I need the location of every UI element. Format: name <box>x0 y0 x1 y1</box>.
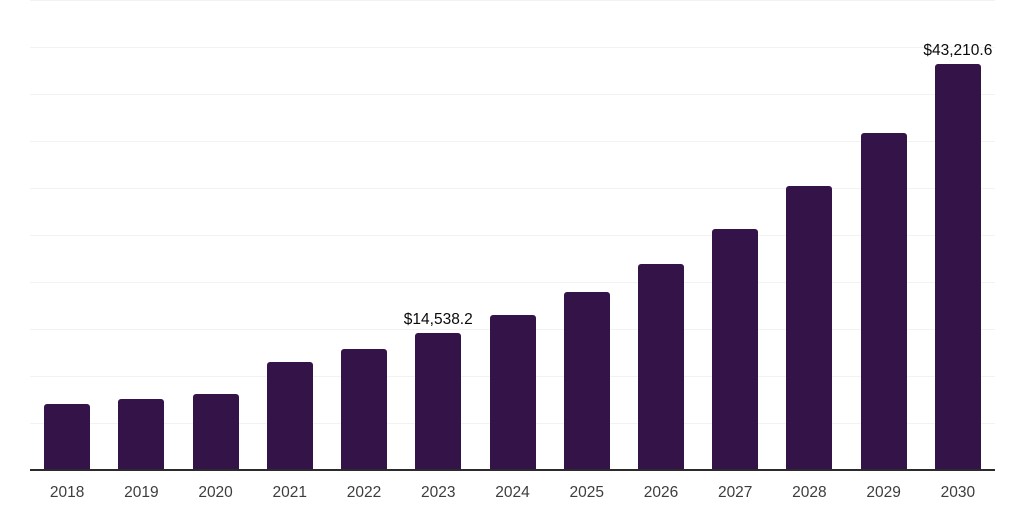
bar-2026[interactable] <box>637 264 684 470</box>
bar-2021[interactable] <box>266 362 313 470</box>
x-tick-2023: 2023 <box>421 484 456 501</box>
gridline-20000 <box>30 282 995 283</box>
x-tick-2030: 2030 <box>940 484 976 501</box>
x-tick-2028: 2028 <box>792 484 827 501</box>
bar-2022[interactable] <box>341 349 388 470</box>
x-tick-2019: 2019 <box>124 484 159 501</box>
x-tick-2029: 2029 <box>866 484 901 501</box>
bar-2024[interactable] <box>489 315 536 470</box>
gridline-40000 <box>30 94 995 95</box>
bar-2025[interactable] <box>563 292 610 470</box>
x-tick-2027: 2027 <box>717 484 753 501</box>
bar-2029[interactable] <box>860 132 907 470</box>
x-tick-2020: 2020 <box>198 484 233 501</box>
x-axis-line <box>30 469 995 471</box>
x-tick-2026: 2026 <box>643 484 679 501</box>
x-tick-2025: 2025 <box>569 484 604 501</box>
gridline-45000 <box>30 47 995 48</box>
bar-2023[interactable] <box>415 333 462 470</box>
gridline-30000 <box>30 188 995 189</box>
x-tick-2021: 2021 <box>272 484 308 501</box>
gridline-25000 <box>30 235 995 236</box>
bar-2018[interactable] <box>44 404 91 470</box>
gridline-35000 <box>30 141 995 142</box>
data-label-2030: $43,210.6 <box>923 41 993 59</box>
bar-2020[interactable] <box>192 394 239 470</box>
x-tick-2018: 2018 <box>49 484 85 501</box>
data-label-2023: $14,538.2 <box>403 311 473 329</box>
x-tick-2022: 2022 <box>346 484 382 501</box>
x-tick-2024: 2024 <box>495 484 530 501</box>
bar-2030[interactable] <box>934 63 981 470</box>
bar-2028[interactable] <box>786 186 833 470</box>
gridline-50000 <box>30 0 995 1</box>
bar-2027[interactable] <box>712 229 759 470</box>
bar-2019[interactable] <box>118 399 165 470</box>
